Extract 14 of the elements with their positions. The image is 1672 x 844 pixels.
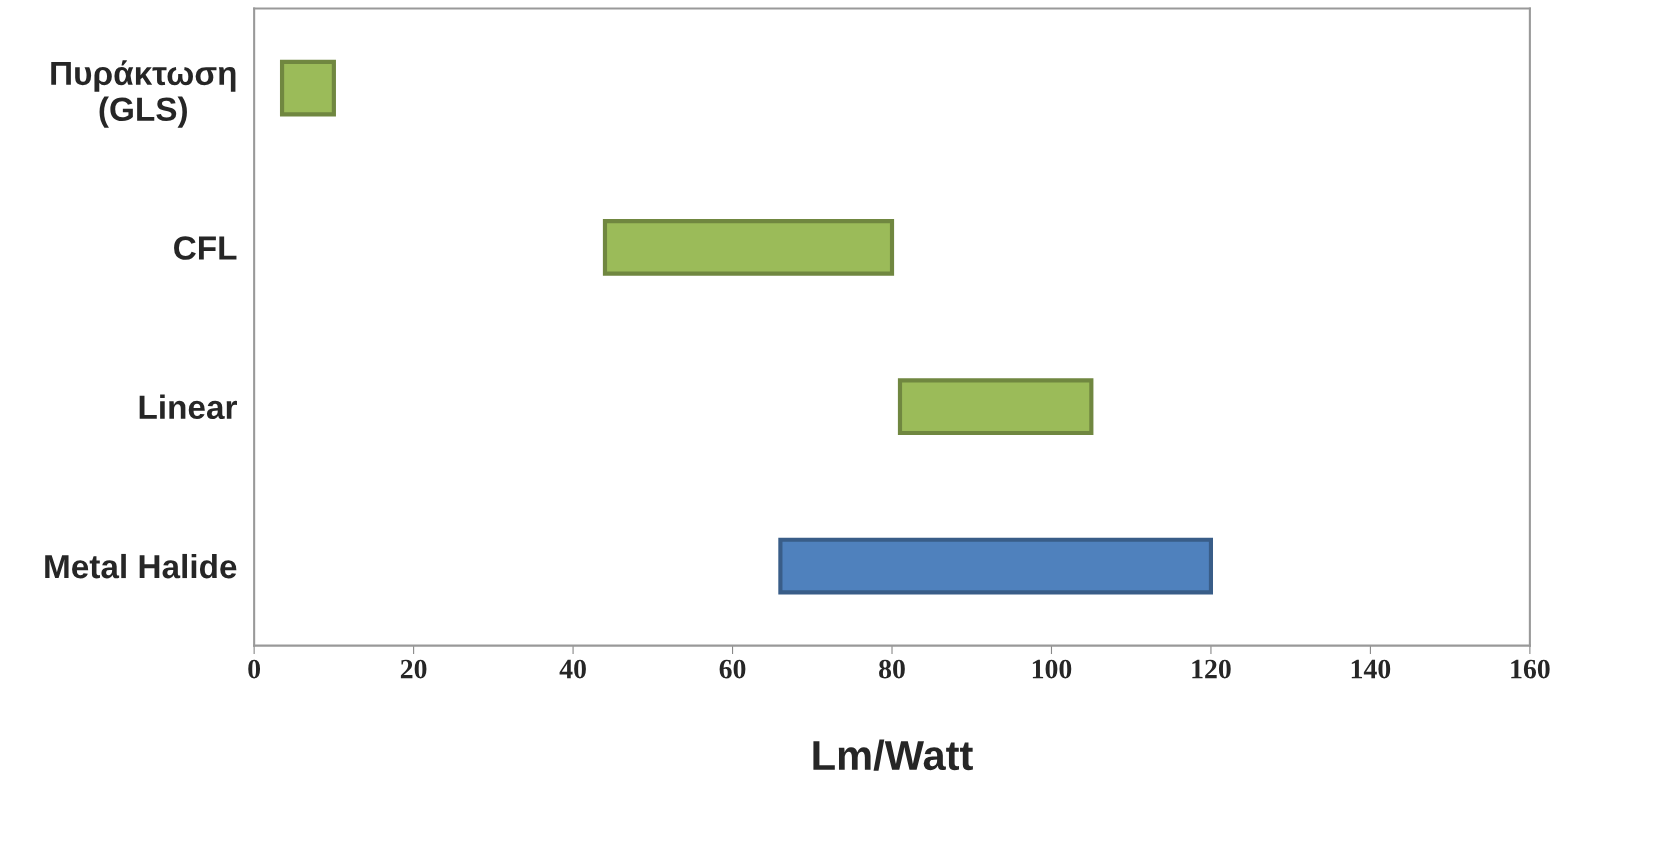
x-tick-label: 160 [1511,659,1550,679]
x-tick-label: 40 [559,659,586,679]
x-tick-label: 100 [1032,659,1072,679]
x-tick-label: 140 [1351,659,1391,679]
y-tick-label: Πυράκτωση (GLS) [51,60,236,128]
x-tick-label: 20 [400,659,427,679]
x-tick-label: 0 [248,659,261,679]
x-tick-label: 120 [1192,659,1231,679]
x-tick-label: 60 [719,659,746,679]
y-tick-label: Linear [139,394,237,420]
x-tick-label: 80 [879,659,905,679]
y-tick-label: Metal Halide [45,553,237,579]
y-tick-label: CFL [174,236,237,260]
x-axis-title: Lm/Watt [813,739,973,771]
